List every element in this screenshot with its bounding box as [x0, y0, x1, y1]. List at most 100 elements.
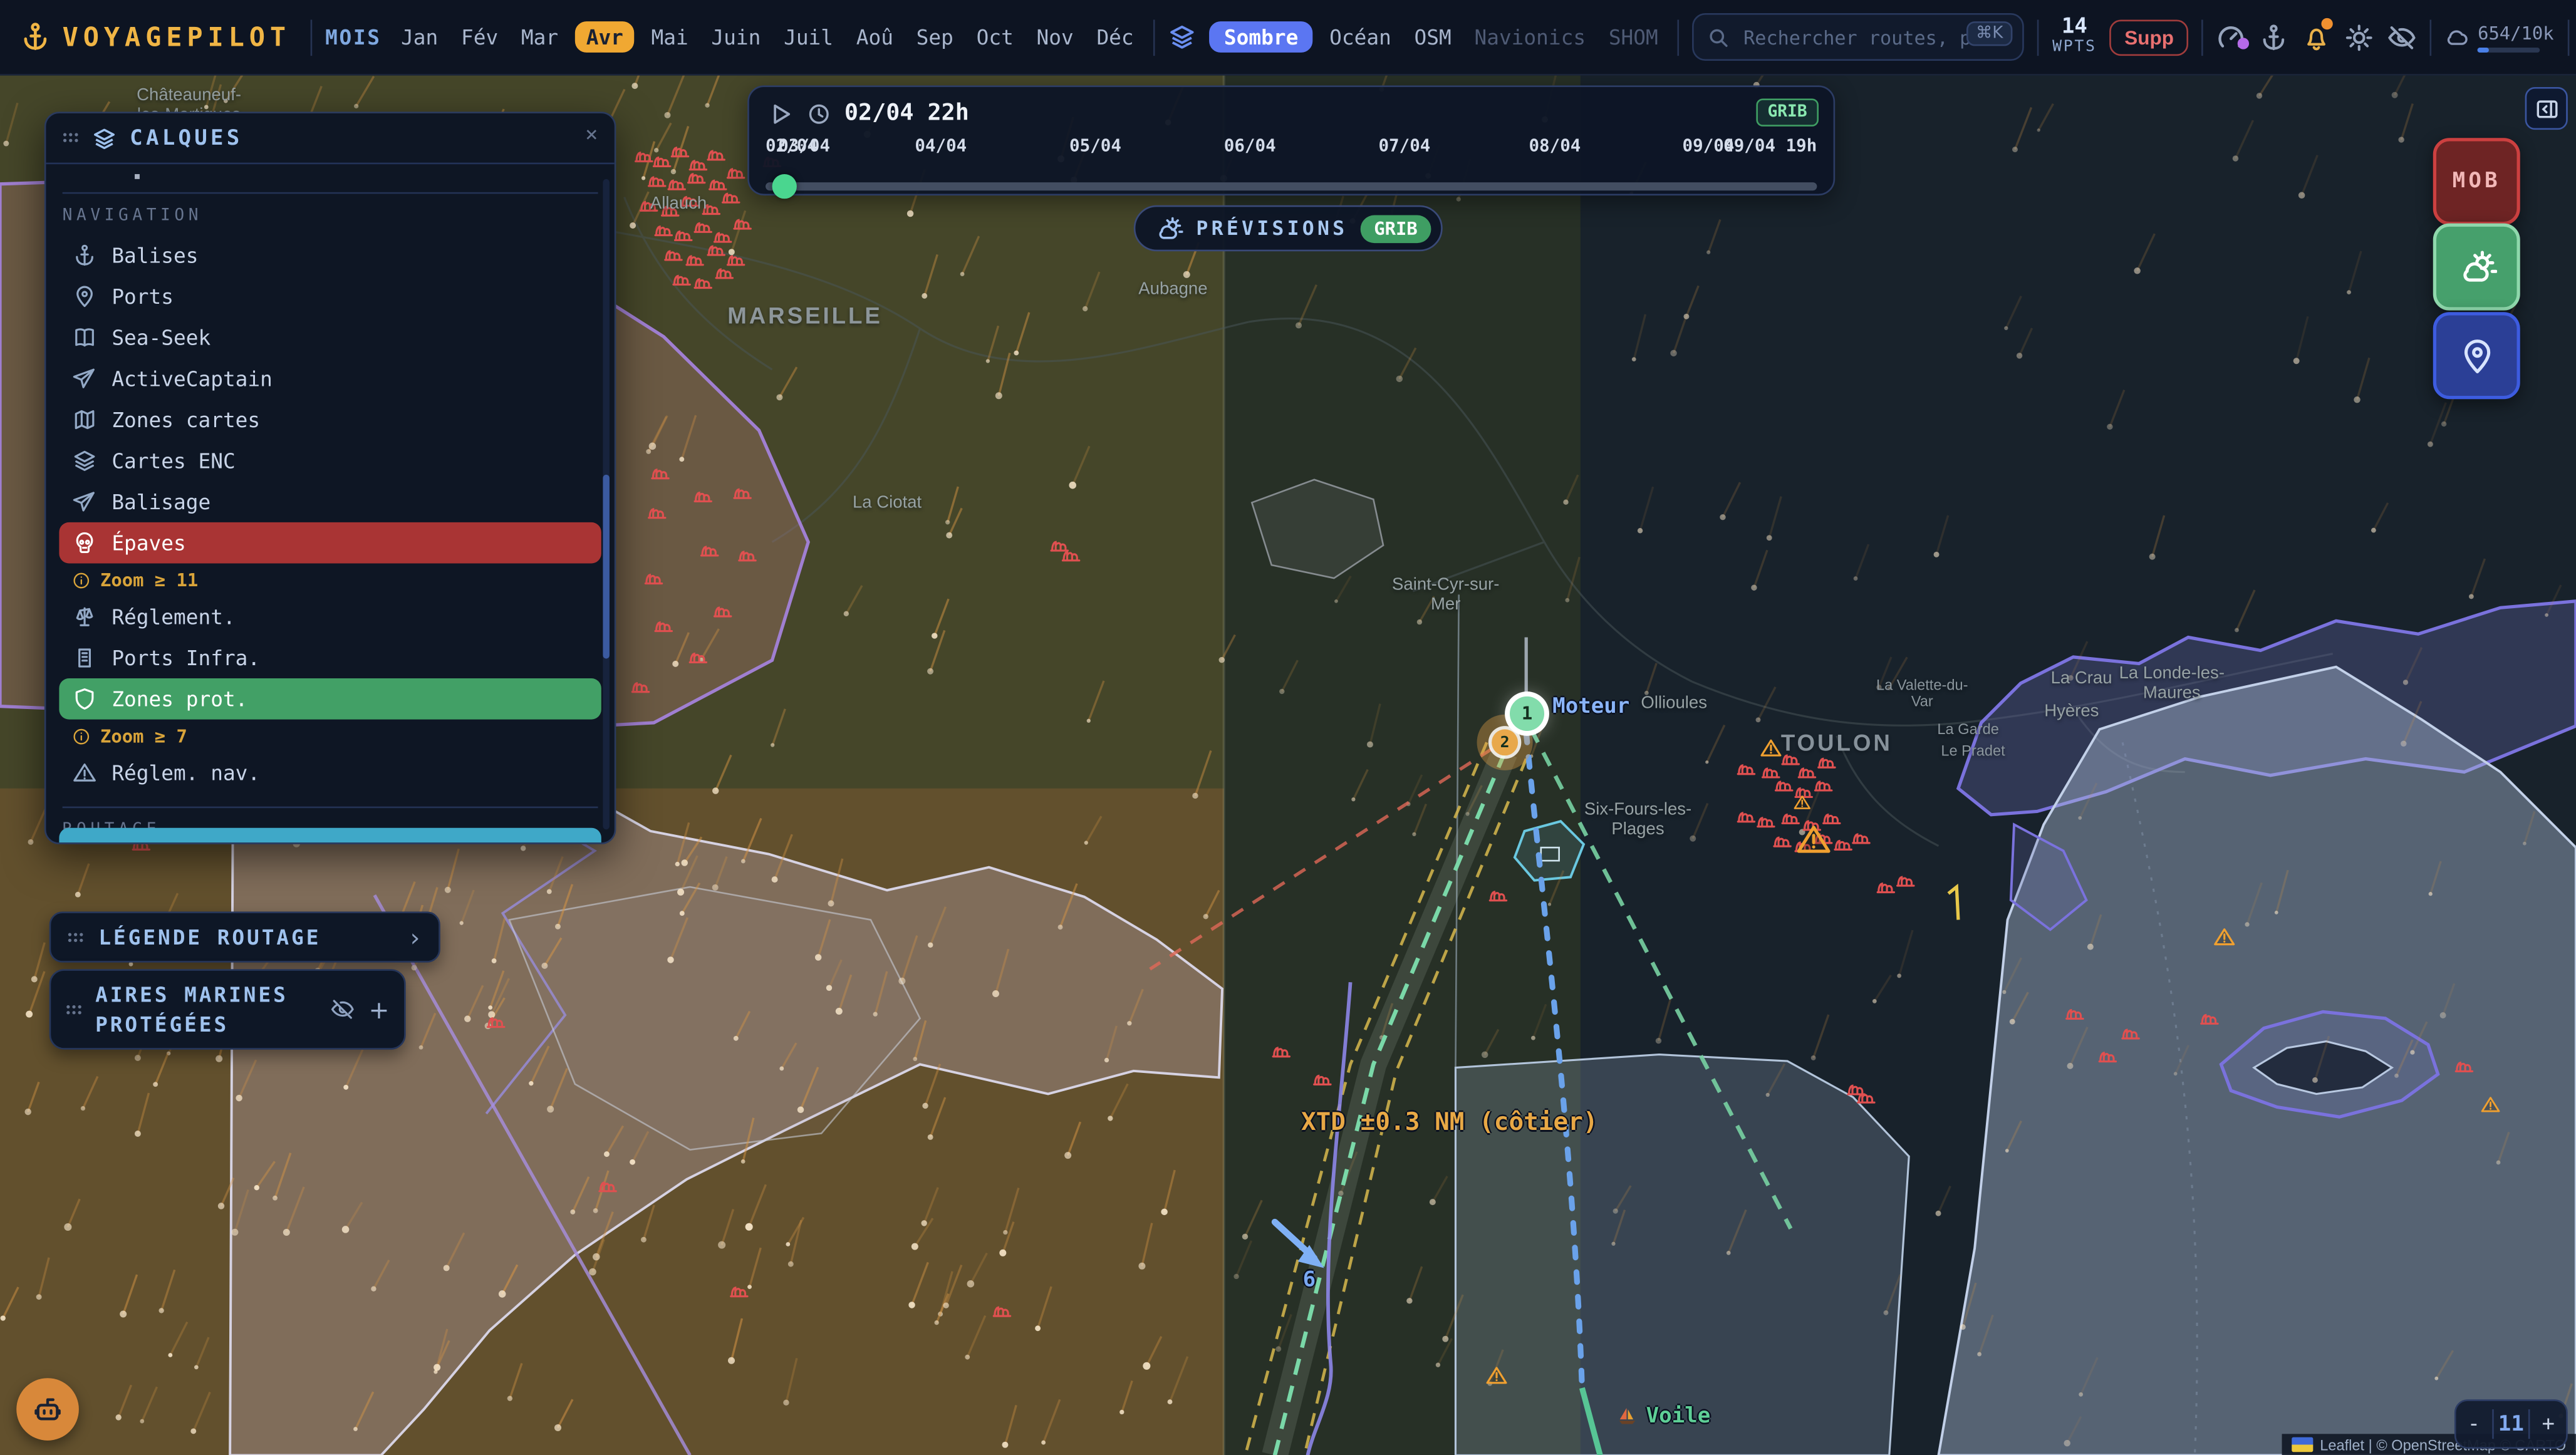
layer-item-sea-seek[interactable]: Sea-Seek [59, 317, 601, 358]
brightness-icon[interactable] [2345, 21, 2374, 53]
dashboard-gauge-icon[interactable] [2216, 21, 2250, 53]
layer-item-cartes-enc[interactable]: Cartes ENC [59, 440, 601, 482]
forecast-pill-button[interactable]: PRÉVISIONS GRIB [1133, 205, 1443, 252]
layer-item-routage-partial[interactable] [59, 827, 601, 843]
search-icon [1710, 28, 1728, 46]
month-aou[interactable]: Aoû [856, 24, 893, 49]
search-shortcut: ⌘K [1966, 21, 2013, 46]
roads [558, 197, 2334, 847]
zoom-out-button[interactable]: - [2467, 1411, 2481, 1437]
assistant-robot-button[interactable] [16, 1378, 79, 1441]
sun-cloud-icon [1159, 216, 1183, 239]
anchor-icon[interactable] [2259, 21, 2288, 53]
month-fev[interactable]: Fév [460, 24, 499, 49]
top-navbar: VOYAGEPILOT MOIS Jan Fév Mar Avr Mai Juin Juil… [0, 0, 2576, 75]
month-juin[interactable]: Juin [711, 24, 761, 49]
layer-item-balisage[interactable]: Balisage [59, 481, 601, 522]
layers-panel-header[interactable]: CALQUES × [46, 113, 615, 165]
drag-handle-icon[interactable] [66, 1003, 82, 1016]
waypoint-2[interactable]: 2 [1492, 729, 1519, 756]
map-pin-icon [2463, 338, 2490, 373]
route-corridor-center [1272, 751, 1507, 1455]
play-button[interactable] [769, 101, 793, 125]
book-icon [75, 328, 94, 347]
map-style-shom[interactable]: SHOM [1608, 24, 1658, 49]
aires-marines-label: AIRES MARINES PROTÉGÉES [95, 982, 288, 1036]
month-jan[interactable]: Jan [401, 24, 439, 49]
sidebar-toggle-button[interactable] [2525, 86, 2568, 130]
brand[interactable]: VOYAGEPILOT [19, 21, 291, 53]
timeline-tick: 09/04 [1682, 136, 1735, 157]
clock-icon [809, 103, 829, 123]
layers-icon [74, 450, 95, 471]
legend-routage-panel[interactable]: LÉGENDE ROUTAGE › [49, 911, 440, 963]
layer-item-ports[interactable]: Ports [59, 276, 601, 318]
notifications-bell-icon[interactable] [2302, 17, 2334, 53]
aires-marines-panel[interactable]: AIRES MARINES PROTÉGÉES + [49, 969, 406, 1050]
timeline-tick: 07/04 [1378, 136, 1431, 157]
timeline-tick: 02/04 [766, 136, 818, 157]
timeline-slider[interactable] [766, 173, 1817, 199]
cloud-icon [2448, 30, 2468, 45]
month-juil[interactable]: Juil [784, 24, 834, 49]
waypoints-counter: 14 WPTS [2052, 14, 2097, 57]
layer-item-zones-cartes[interactable]: Zones cartes [59, 399, 601, 440]
month-oct[interactable]: Oct [976, 24, 1014, 49]
drag-handle-icon[interactable] [63, 132, 79, 145]
weather-button[interactable] [2433, 223, 2520, 311]
month-avr[interactable]: Avr [574, 21, 635, 53]
locate-button[interactable] [2433, 312, 2520, 400]
month-mar[interactable]: Mar [521, 24, 559, 49]
info-icon [73, 572, 90, 588]
legend-routage-label: LÉGENDE ROUTAGE [98, 924, 321, 950]
timeline-end-tick: 09/04 19h [1723, 136, 1817, 157]
drag-handle-icon[interactable] [68, 931, 84, 944]
anchor-logo-icon [24, 23, 47, 51]
send-icon [73, 368, 95, 388]
chevron-right-icon[interactable]: › [407, 922, 422, 952]
layer-item-balises[interactable]: Balises [59, 235, 601, 276]
zone-boundary-purple [1306, 981, 1353, 1455]
layer-item-zones-prot[interactable]: Zones prot. [59, 678, 601, 720]
visibility-off-icon[interactable] [2387, 21, 2417, 53]
info-icon [73, 728, 90, 744]
map-style-sombre[interactable]: Sombre [1209, 21, 1313, 53]
map-style-ocean[interactable]: Océan [1329, 24, 1391, 49]
layer-item-reglement[interactable]: Réglement. [59, 596, 601, 638]
ukraine-flag-icon [2292, 1437, 2314, 1452]
map-style-osm[interactable]: OSM [1414, 24, 1452, 49]
close-icon[interactable]: × [585, 123, 598, 148]
search-bar[interactable]: ⌘K [1692, 13, 2025, 61]
shield-icon [75, 688, 94, 710]
map-style-navionics[interactable]: Navionics [1474, 24, 1586, 49]
layer-item-activecaptain[interactable]: ActiveCaptain [59, 358, 601, 400]
scales-icon [76, 607, 93, 626]
robot-icon [34, 1398, 61, 1421]
month-dec[interactable]: Déc [1096, 24, 1134, 49]
waypoint-1[interactable]: 1 [1509, 696, 1545, 731]
map-style-selector: Sombre Océan OSM Navionics SHOM [1209, 21, 1665, 53]
month-sep[interactable]: Sep [916, 24, 953, 49]
timeline-slider-thumb[interactable] [772, 173, 797, 199]
send-icon [73, 492, 95, 512]
month-selector: Jan Fév Mar Avr Mai Juin Juil Aoû Sep Oct Nov Déc [395, 21, 1141, 53]
boat-heading-arrow [1271, 1218, 1324, 1268]
panel-scrollbar-thumb[interactable] [603, 474, 610, 659]
mob-button[interactable]: MOB [2433, 138, 2520, 225]
month-mai[interactable]: Mai [651, 24, 688, 49]
zoom-in-button[interactable]: + [2542, 1411, 2555, 1437]
layer-item-reglem-nav[interactable]: Réglem. nav. [59, 752, 601, 794]
pin-icon [76, 286, 93, 308]
forecast-label: PRÉVISIONS [1196, 217, 1348, 240]
delete-waypoints-button[interactable]: Supp [2109, 19, 2189, 55]
layer-item-ports-infra[interactable]: Ports Infra. [59, 637, 601, 678]
layer-item-epaves[interactable]: Épaves [59, 522, 601, 564]
map-icon [75, 410, 95, 430]
visibility-off-icon[interactable] [331, 997, 355, 1022]
add-icon[interactable]: + [368, 994, 390, 1025]
route-sail-solid [1579, 1387, 1603, 1455]
search-input[interactable] [1740, 24, 2010, 50]
months-label: MOIS [325, 24, 382, 49]
month-nov[interactable]: Nov [1036, 24, 1074, 49]
